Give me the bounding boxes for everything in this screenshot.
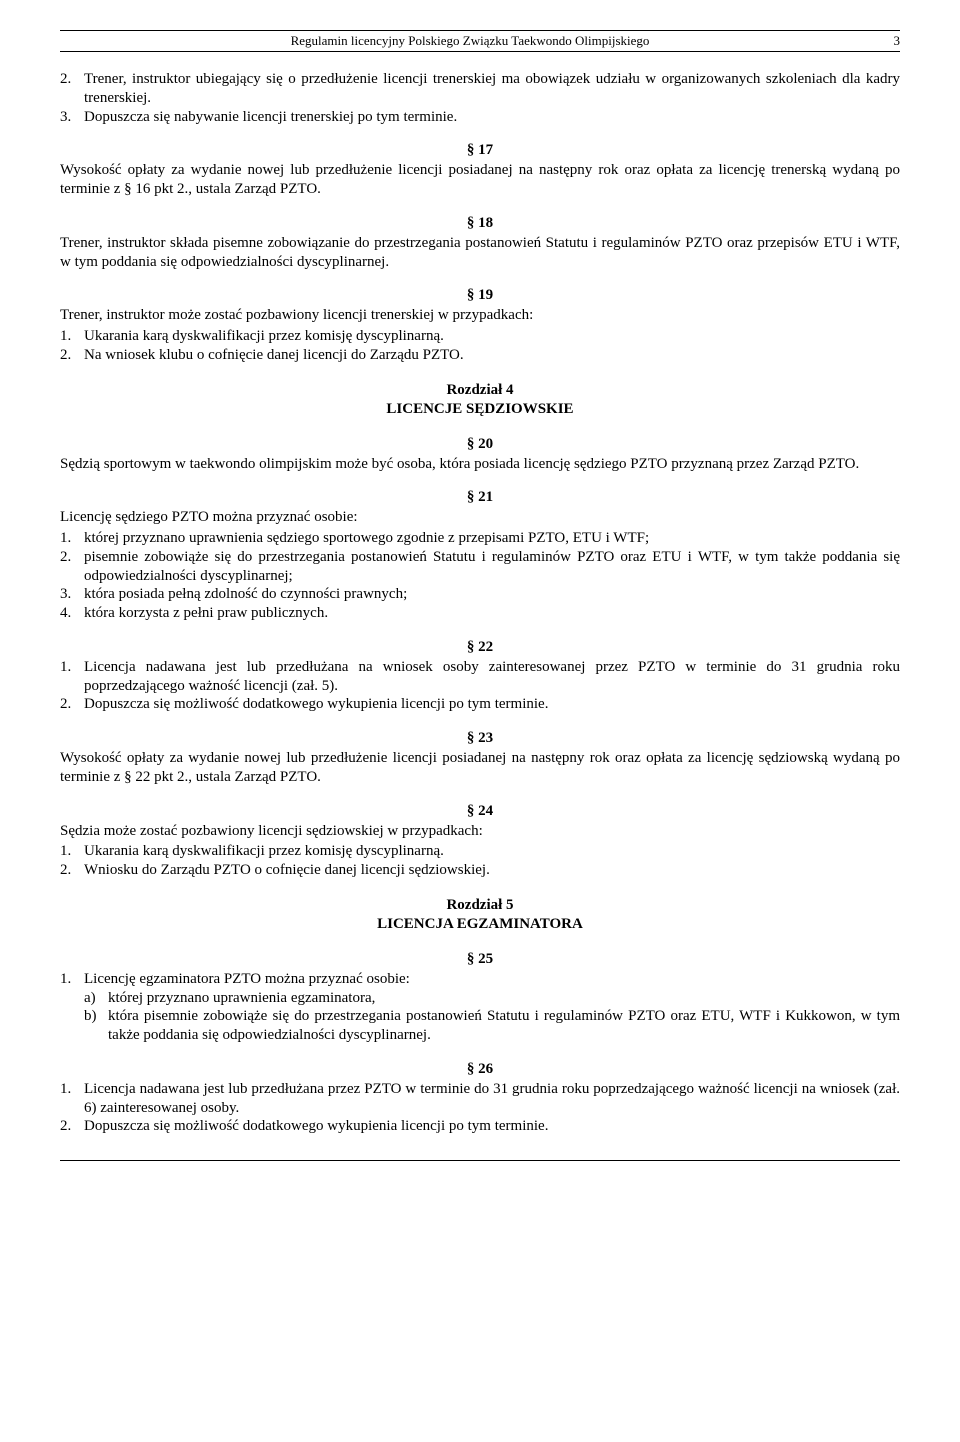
list-item: 1.Ukarania karą dyskwalifikacji przez ko… (60, 327, 900, 346)
section-number: § 22 (60, 639, 900, 656)
section-text: Trener, instruktor składa pisemne zobowi… (60, 234, 900, 272)
list-item: 1.której przyznano uprawnienia sędziego … (60, 529, 900, 548)
list-item: 3.Dopuszcza się nabywanie licencji trene… (60, 108, 900, 127)
item-number: b) (84, 1007, 108, 1045)
item-number: 3. (60, 585, 84, 604)
item-number: 2. (60, 695, 84, 714)
header-title: Regulamin licencyjny Polskiego Związku T… (60, 33, 880, 49)
item-text: której przyznano uprawnienia egzaminator… (108, 989, 375, 1008)
item-text: Dopuszcza się możliwość dodatkowego wyku… (84, 695, 900, 714)
list-item: 1.Licencję egzaminatora PZTO można przyz… (60, 970, 900, 989)
item-text: Trener, instruktor ubiegający się o prze… (84, 70, 900, 108)
section-number: § 17 (60, 142, 900, 159)
section-intro: Licencję sędziego PZTO można przyznać os… (60, 508, 900, 527)
page-header: Regulamin licencyjny Polskiego Związku T… (60, 30, 900, 52)
item-number: 2. (60, 346, 84, 365)
list-item: 2.Na wniosek klubu o cofnięcie danej lic… (60, 346, 900, 365)
section-text: Sędzią sportowym w taekwondo olimpijskim… (60, 455, 900, 474)
item-number: 1. (60, 658, 84, 696)
document-page: Regulamin licencyjny Polskiego Związku T… (0, 0, 960, 1211)
list-item: 2.Dopuszcza się możliwość dodatkowego wy… (60, 1117, 900, 1136)
item-text: Licencję egzaminatora PZTO można przyzna… (84, 970, 900, 989)
section-number: § 23 (60, 730, 900, 747)
item-text: pisemnie zobowiąże się do przestrzegania… (84, 548, 900, 586)
list-item: 4.która korzysta z pełni praw publicznyc… (60, 604, 900, 623)
list-item: 2.Dopuszcza się możliwość dodatkowego wy… (60, 695, 900, 714)
item-text: Dopuszcza się możliwość dodatkowego wyku… (84, 1117, 900, 1136)
item-number: 2. (60, 1117, 84, 1136)
item-text: Licencja nadawana jest lub przedłużana n… (84, 658, 900, 696)
list-item: 2.pisemnie zobowiąże się do przestrzegan… (60, 548, 900, 586)
item-text: Ukarania karą dyskwalifikacji przez komi… (84, 327, 900, 346)
list-item: b)która pisemnie zobowiąże się do przest… (84, 1007, 900, 1045)
item-number: 1. (60, 970, 84, 989)
chapter-title: LICENCJA EGZAMINATORA (60, 915, 900, 935)
item-number: 2. (60, 548, 84, 586)
item-text: Ukarania karą dyskwalifikacji przez komi… (84, 842, 900, 861)
item-number: 4. (60, 604, 84, 623)
section-list: 1.Licencja nadawana jest lub przedłużana… (60, 1080, 900, 1136)
item-text: która korzysta z pełni praw publicznych. (84, 604, 900, 623)
chapter-number: Rozdział 5 (60, 896, 900, 916)
section-number: § 19 (60, 287, 900, 304)
list-item: 1.Ukarania karą dyskwalifikacji przez ko… (60, 842, 900, 861)
section-number: § 21 (60, 489, 900, 506)
section-intro: Trener, instruktor może zostać pozbawion… (60, 306, 900, 325)
section-list: 1.której przyznano uprawnienia sędziego … (60, 529, 900, 623)
item-number: 1. (60, 327, 84, 346)
chapter-number: Rozdział 4 (60, 381, 900, 401)
section-number: § 18 (60, 215, 900, 232)
item-text: której przyznano uprawnienia sędziego sp… (84, 529, 900, 548)
list-item: 3.która posiada pełną zdolność do czynno… (60, 585, 900, 604)
list-item: a)której przyznano uprawnienia egzaminat… (84, 989, 900, 1008)
footer-rule (60, 1160, 900, 1161)
item-text: Licencja nadawana jest lub przedłużana p… (84, 1080, 900, 1118)
section-list: 1.Ukarania karą dyskwalifikacji przez ko… (60, 842, 900, 880)
item-number: 1. (60, 842, 84, 861)
item-number: 3. (60, 108, 84, 127)
section-text: Wysokość opłaty za wydanie nowej lub prz… (60, 749, 900, 787)
list-item: 1.Licencja nadawana jest lub przedłużana… (60, 1080, 900, 1118)
item-text: która pisemnie zobowiąże się do przestrz… (108, 1007, 900, 1045)
section-intro: Sędzia może zostać pozbawiony licencji s… (60, 822, 900, 841)
list-item: 2.Trener, instruktor ubiegający się o pr… (60, 70, 900, 108)
section-sublist: a)której przyznano uprawnienia egzaminat… (60, 989, 900, 1045)
list-item: 2.Wniosku do Zarządu PZTO o cofnięcie da… (60, 861, 900, 880)
section-number: § 26 (60, 1061, 900, 1078)
item-number: 1. (60, 1080, 84, 1118)
section-number: § 25 (60, 951, 900, 968)
continuation-list: 2.Trener, instruktor ubiegający się o pr… (60, 70, 900, 126)
item-text: Dopuszcza się nabywanie licencji treners… (84, 108, 900, 127)
section-list: 1.Licencja nadawana jest lub przedłużana… (60, 658, 900, 714)
section-number: § 20 (60, 436, 900, 453)
section-list: 1.Licencję egzaminatora PZTO można przyz… (60, 970, 900, 989)
section-list: 1.Ukarania karą dyskwalifikacji przez ko… (60, 327, 900, 365)
item-number: a) (84, 989, 108, 1008)
item-number: 2. (60, 861, 84, 880)
chapter-heading: Rozdział 4 LICENCJE SĘDZIOWSKIE (60, 381, 900, 420)
item-number: 1. (60, 529, 84, 548)
item-number: 2. (60, 70, 84, 108)
chapter-title: LICENCJE SĘDZIOWSKIE (60, 400, 900, 420)
item-text: która posiada pełną zdolność do czynnośc… (84, 585, 900, 604)
chapter-heading: Rozdział 5 LICENCJA EGZAMINATORA (60, 896, 900, 935)
section-text: Wysokość opłaty za wydanie nowej lub prz… (60, 161, 900, 199)
section-number: § 24 (60, 803, 900, 820)
item-text: Wniosku do Zarządu PZTO o cofnięcie dane… (84, 861, 900, 880)
item-text: Na wniosek klubu o cofnięcie danej licen… (84, 346, 900, 365)
list-item: 1.Licencja nadawana jest lub przedłużana… (60, 658, 900, 696)
header-page-number: 3 (880, 33, 900, 49)
